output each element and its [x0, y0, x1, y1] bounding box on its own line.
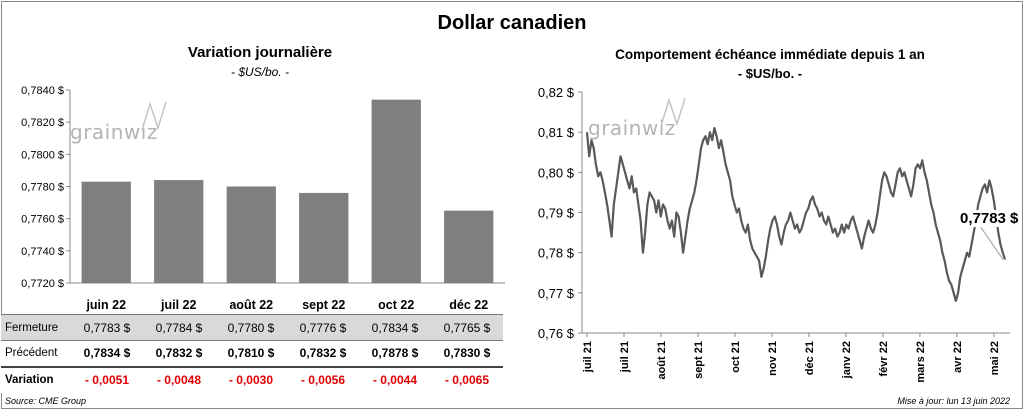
- y-tick-label: 0,79 $: [538, 206, 575, 221]
- left-watermark-logo: [141, 101, 167, 131]
- right-watermark-logo: [660, 97, 686, 127]
- main-title: Dollar canadien: [437, 12, 587, 34]
- bar-chart: 0,7720 $ 0,7740 $ 0,7760 $ 0,7780 $ 0,7800 $…: [21, 85, 505, 312]
- table-cell: 0,7878 $: [359, 340, 431, 368]
- table-cell: - 0,0065: [431, 366, 503, 393]
- right-chart-subtitle: - $US/bo. -: [737, 66, 803, 81]
- y-tick-label: 0,7740 $: [21, 246, 64, 258]
- table-cell: 0,7783 $: [71, 314, 143, 341]
- y-tick-label: 0,77 $: [538, 286, 575, 301]
- table-cell: - 0,0056: [287, 366, 359, 393]
- x-tick-label: janv 22: [841, 341, 853, 379]
- bar: [226, 186, 276, 283]
- x-tick-label: août 21: [656, 341, 668, 380]
- table-cell: - 0,0044: [359, 366, 431, 393]
- table-cell: - 0,0051: [71, 366, 143, 393]
- y-tick-label: 0,7820 $: [21, 117, 64, 129]
- x-tick-label: mai 22: [989, 341, 1001, 375]
- y-tick-label: 0,7800 $: [21, 149, 64, 161]
- table-cell: 0,7780 $: [215, 314, 287, 341]
- table-cell: 0,7784 $: [143, 314, 215, 341]
- x-tick-label: juil 22: [160, 298, 196, 312]
- table-cell: 0,7776 $: [287, 314, 359, 341]
- row-label: Précédent: [1, 340, 71, 368]
- x-tick-label: déc 21: [804, 341, 816, 375]
- left-chart-title: Variation journalière: [187, 44, 333, 61]
- y-tick-label: 0,7840 $: [21, 85, 64, 97]
- line-chart: 0,76 $ 0,77 $ 0,78 $ 0,79 $ 0,80 $ 0,81 $ 0,82…: [538, 85, 1010, 383]
- bar: [154, 180, 204, 283]
- row-label: Variation: [1, 366, 71, 393]
- x-tick-label: déc 22: [449, 298, 488, 312]
- table-cell: - 0,0030: [215, 366, 287, 393]
- series-line: [585, 127, 1007, 302]
- source-note: Source: CME Group: [5, 396, 87, 406]
- x-tick-label: juil 21: [619, 341, 631, 373]
- y-tick-label: 0,76 $: [538, 326, 575, 341]
- x-tick-label: avr 22: [952, 341, 964, 373]
- y-tick-label: 0,80 $: [538, 165, 575, 180]
- table-cell: 0,7832 $: [287, 340, 359, 368]
- table-cell: 0,7765 $: [431, 314, 503, 341]
- table-cell: 0,7834 $: [359, 314, 431, 341]
- x-tick-label: févr 22: [878, 341, 890, 376]
- x-tick-label: oct 21: [730, 341, 742, 373]
- table-cell: 0,7834 $: [71, 340, 143, 368]
- annotation-leader: [979, 225, 1004, 260]
- bar: [371, 99, 421, 284]
- y-tick-label: 0,7760 $: [21, 214, 64, 226]
- table-cell: 0,7810 $: [215, 340, 287, 368]
- left-watermark: grainwiz: [70, 120, 158, 144]
- table-cell: - 0,0048: [143, 366, 215, 393]
- table-cell: 0,7830 $: [431, 340, 503, 368]
- x-tick-label: sept 22: [302, 298, 345, 312]
- table-row-precedent: Précédent 0,7834 $ 0,7832 $ 0,7810 $ 0,7…: [1, 340, 503, 368]
- table-row-variation: Variation - 0,0051 - 0,0048 - 0,0030 - 0…: [1, 366, 503, 393]
- right-chart-title: Comportement échéance immédiate depuis 1…: [615, 47, 925, 62]
- last-value-label: 0,7783 $: [960, 210, 1019, 227]
- row-label: Fermeture: [1, 314, 71, 341]
- bar: [444, 210, 494, 283]
- x-tick-label: nov 21: [767, 341, 779, 376]
- y-tick-label: 0,81 $: [538, 125, 575, 140]
- table-row-fermeture: Fermeture 0,7783 $ 0,7784 $ 0,7780 $ 0,7…: [1, 314, 503, 341]
- x-tick-label: juin 22: [85, 298, 126, 312]
- update-note: Mise à jour: lun 13 juin 2022: [897, 396, 1010, 406]
- x-tick-label: mars 22: [915, 341, 927, 383]
- y-tick-label: 0,82 $: [538, 85, 575, 100]
- x-tick-label: juil 21: [582, 341, 594, 373]
- x-tick-label: sept 21: [693, 341, 705, 379]
- bar: [299, 192, 349, 283]
- y-tick-label: 0,7720 $: [21, 278, 64, 290]
- y-tick-label: 0,78 $: [538, 246, 575, 261]
- y-tick-label: 0,7780 $: [21, 182, 64, 194]
- x-tick-label: août 22: [229, 298, 273, 312]
- data-table: Fermeture 0,7783 $ 0,7784 $ 0,7780 $ 0,7…: [1, 314, 503, 393]
- x-tick-label: oct 22: [378, 298, 414, 312]
- bar: [81, 181, 131, 283]
- left-chart-subtitle: - $US/bo. -: [230, 65, 290, 79]
- table-cell: 0,7832 $: [143, 340, 215, 368]
- right-watermark: grainwiz: [588, 116, 676, 140]
